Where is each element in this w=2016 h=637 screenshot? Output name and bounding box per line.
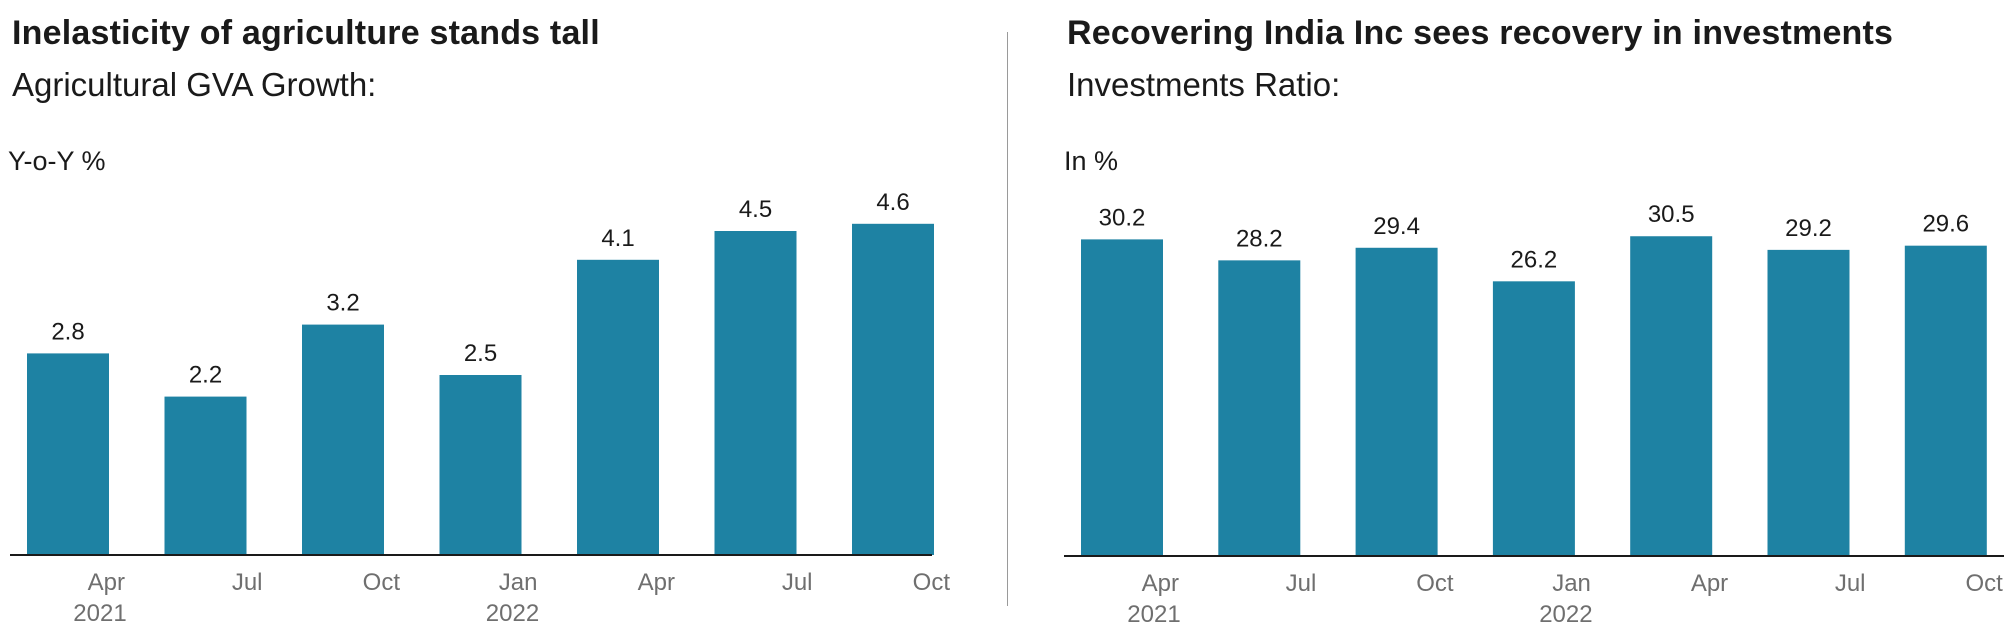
x-tick-label: Jul <box>232 569 263 596</box>
data-label: 3.2 <box>326 290 359 317</box>
data-label: 29.4 <box>1373 213 1420 240</box>
bar <box>1630 236 1713 556</box>
data-label: 4.6 <box>876 189 909 216</box>
x-year-label: 2022 <box>1539 601 1592 628</box>
data-label: 2.8 <box>51 318 84 345</box>
x-tick-label: Apr <box>1691 570 1728 597</box>
y-axis-unit-label: In % <box>1064 146 1119 176</box>
bar <box>1218 260 1301 556</box>
x-tick-label: Oct <box>913 569 951 596</box>
y-axis-unit-label: Y-o-Y % <box>8 146 106 176</box>
bar <box>1767 249 1850 556</box>
bar <box>302 324 384 555</box>
x-tick-label: Oct <box>1416 570 1454 597</box>
bar-chart-agri-gva: 2.8 2.2 3.2 2.5 4.1 4.5 4.6 Apr 2021 Jul Oct Jan 202… <box>10 189 951 627</box>
bar <box>714 231 797 555</box>
x-tick-label: Apr <box>1142 570 1179 597</box>
x-tick-label: Oct <box>1965 570 2003 597</box>
chart-subtitle: Agricultural GVA Growth: <box>12 66 377 103</box>
x-tick-label: Apr <box>638 569 675 596</box>
data-label: 30.5 <box>1648 201 1695 228</box>
x-tick-label: Jan <box>1552 570 1591 597</box>
x-tick-label: Apr <box>88 569 125 596</box>
data-label: 28.2 <box>1236 225 1283 252</box>
bar <box>27 353 109 555</box>
x-year-label: 2021 <box>73 600 126 627</box>
bar <box>1081 239 1163 557</box>
chart-subtitle: Investments Ratio: <box>1067 66 1341 103</box>
bar <box>439 375 522 555</box>
bar <box>1904 245 1987 556</box>
data-label: 26.2 <box>1511 246 1558 273</box>
data-label: 4.5 <box>739 196 772 223</box>
bar <box>1355 247 1438 556</box>
x-year-label: 2021 <box>1127 601 1180 628</box>
data-label: 29.6 <box>1922 211 1969 238</box>
bar <box>1492 281 1575 556</box>
data-label: 29.2 <box>1785 215 1832 242</box>
chart-panel-right: Recovering India Inc sees recovery in in… <box>1010 0 2016 637</box>
chart-title: Recovering India Inc sees recovery in in… <box>1067 14 1894 52</box>
data-label: 2.2 <box>189 362 222 389</box>
x-tick-label: Oct <box>363 569 401 596</box>
chart-panel-left: Inelasticity of agriculture stands tall … <box>8 14 951 627</box>
x-year-label: 2022 <box>486 600 539 627</box>
data-label: 4.1 <box>601 225 634 252</box>
x-tick-label: Jul <box>1286 570 1317 597</box>
x-tick-label: Jan <box>499 569 538 596</box>
panel-divider <box>1007 32 1008 606</box>
data-label: 2.5 <box>464 340 497 367</box>
data-label: 30.2 <box>1099 204 1146 231</box>
x-tick-label: Jul <box>1835 570 1866 597</box>
chart-title: Inelasticity of agriculture stands tall <box>12 14 600 52</box>
x-tick-label: Jul <box>782 569 813 596</box>
bar <box>577 259 659 555</box>
bar <box>852 223 934 556</box>
bar <box>164 396 247 555</box>
bar-chart-investments-ratio: 30.2 28.2 29.4 26.2 30.5 29.2 29.6 Apr 2021 Jul Oc… <box>1064 201 2004 628</box>
